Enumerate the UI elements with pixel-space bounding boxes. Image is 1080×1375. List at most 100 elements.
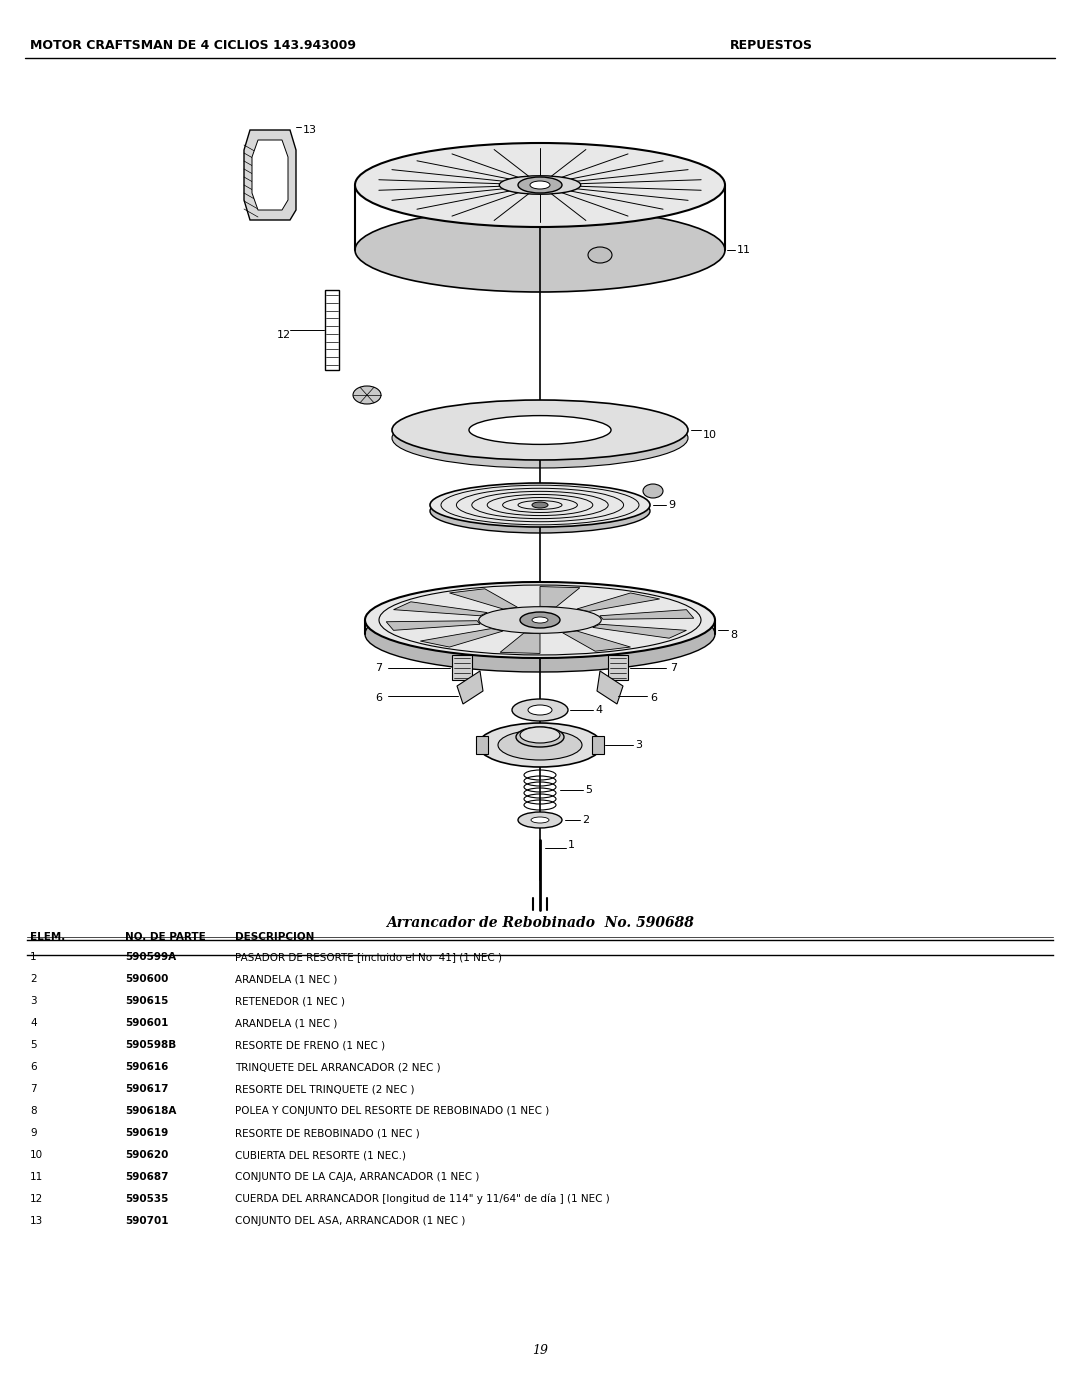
Ellipse shape <box>430 490 650 534</box>
Ellipse shape <box>365 595 715 672</box>
Ellipse shape <box>430 483 650 527</box>
Text: 7: 7 <box>670 663 677 672</box>
Text: 3: 3 <box>30 996 37 1006</box>
Polygon shape <box>420 628 503 648</box>
Text: 590701: 590701 <box>125 1216 168 1226</box>
Text: POLEA Y CONJUNTO DEL RESORTE DE REBOBINADO (1 NEC ): POLEA Y CONJUNTO DEL RESORTE DE REBOBINA… <box>235 1106 550 1116</box>
Text: PASADOR DE RESORTE [incluido el No  41] (1 NEC ): PASADOR DE RESORTE [incluido el No 41] (… <box>235 951 502 962</box>
Text: 590616: 590616 <box>125 1062 168 1072</box>
Text: 8: 8 <box>730 630 738 639</box>
Ellipse shape <box>518 813 562 828</box>
Ellipse shape <box>355 208 725 292</box>
Ellipse shape <box>532 502 548 507</box>
Polygon shape <box>457 671 483 704</box>
Ellipse shape <box>499 176 581 194</box>
Text: 11: 11 <box>737 245 751 254</box>
Text: 4: 4 <box>595 705 603 715</box>
Bar <box>592 736 604 754</box>
Ellipse shape <box>392 400 688 461</box>
Ellipse shape <box>365 582 715 659</box>
Text: TRINQUETE DEL ARRANCADOR (2 NEC ): TRINQUETE DEL ARRANCADOR (2 NEC ) <box>235 1062 441 1072</box>
Ellipse shape <box>516 727 564 747</box>
Polygon shape <box>563 631 631 652</box>
Text: ARANDELA (1 NEC ): ARANDELA (1 NEC ) <box>235 974 337 984</box>
Ellipse shape <box>531 817 549 824</box>
Text: 5: 5 <box>585 785 592 795</box>
Polygon shape <box>540 587 580 606</box>
Text: 6: 6 <box>650 693 657 703</box>
Text: 590601: 590601 <box>125 1018 168 1028</box>
Text: RESORTE DE REBOBINADO (1 NEC ): RESORTE DE REBOBINADO (1 NEC ) <box>235 1128 420 1138</box>
Ellipse shape <box>498 730 582 760</box>
Text: 11: 11 <box>30 1172 43 1182</box>
Text: 12: 12 <box>276 330 292 340</box>
Text: 3: 3 <box>635 740 642 749</box>
Text: RESORTE DE FRENO (1 NEC ): RESORTE DE FRENO (1 NEC ) <box>235 1040 386 1050</box>
Bar <box>476 736 488 754</box>
Text: ARANDELA (1 NEC ): ARANDELA (1 NEC ) <box>235 1018 337 1028</box>
Text: 7: 7 <box>375 663 382 672</box>
Ellipse shape <box>512 698 568 720</box>
Ellipse shape <box>519 727 561 742</box>
Text: 590599A: 590599A <box>125 951 176 962</box>
Text: Arrancador de Rebobinado  No. 590688: Arrancador de Rebobinado No. 590688 <box>386 916 694 930</box>
Polygon shape <box>500 634 540 653</box>
Ellipse shape <box>530 182 550 188</box>
Text: NO. DE PARTE: NO. DE PARTE <box>125 932 206 942</box>
Text: MOTOR CRAFTSMAN DE 4 CICLIOS 143.943009: MOTOR CRAFTSMAN DE 4 CICLIOS 143.943009 <box>30 38 356 51</box>
Ellipse shape <box>528 705 552 715</box>
Ellipse shape <box>532 617 548 623</box>
Text: RETENEDOR (1 NEC ): RETENEDOR (1 NEC ) <box>235 996 345 1006</box>
Text: 7: 7 <box>30 1084 37 1094</box>
Text: 590600: 590600 <box>125 974 168 984</box>
Text: 6: 6 <box>375 693 382 703</box>
Text: CUERDA DEL ARRANCADOR [longitud de 114" y 11/64" de día ] (1 NEC ): CUERDA DEL ARRANCADOR [longitud de 114" … <box>235 1194 610 1204</box>
Text: 9: 9 <box>30 1128 37 1138</box>
Ellipse shape <box>643 484 663 498</box>
Polygon shape <box>387 620 481 630</box>
Bar <box>325 290 339 370</box>
Bar <box>608 654 627 681</box>
Text: CONJUNTO DEL ASA, ARRANCADOR (1 NEC ): CONJUNTO DEL ASA, ARRANCADOR (1 NEC ) <box>235 1216 465 1226</box>
Text: 10: 10 <box>703 430 717 440</box>
Text: 6: 6 <box>30 1062 37 1072</box>
Text: 4: 4 <box>30 1018 37 1028</box>
Text: 590617: 590617 <box>125 1084 168 1094</box>
Text: 1: 1 <box>568 840 575 850</box>
Text: 8: 8 <box>30 1106 37 1116</box>
Text: 2: 2 <box>582 815 589 825</box>
Ellipse shape <box>588 248 612 263</box>
Text: REPUESTOS: REPUESTOS <box>730 38 813 51</box>
Text: 13: 13 <box>30 1216 43 1226</box>
Text: 5: 5 <box>30 1040 37 1050</box>
Text: 590535: 590535 <box>125 1194 168 1204</box>
Polygon shape <box>252 140 288 210</box>
Text: 590618A: 590618A <box>125 1106 176 1116</box>
Text: 2: 2 <box>30 974 37 984</box>
Polygon shape <box>577 593 660 612</box>
Bar <box>453 654 472 681</box>
Text: 590615: 590615 <box>125 996 168 1006</box>
Ellipse shape <box>478 723 602 767</box>
Text: 9: 9 <box>669 500 675 510</box>
Polygon shape <box>593 624 687 638</box>
Text: CONJUNTO DE LA CAJA, ARRANCADOR (1 NEC ): CONJUNTO DE LA CAJA, ARRANCADOR (1 NEC ) <box>235 1172 480 1182</box>
Text: 590620: 590620 <box>125 1150 168 1160</box>
Text: 1: 1 <box>30 951 37 962</box>
Text: 13: 13 <box>303 125 318 135</box>
Ellipse shape <box>355 143 725 227</box>
Polygon shape <box>449 588 517 609</box>
Ellipse shape <box>469 415 611 444</box>
Text: 10: 10 <box>30 1150 43 1160</box>
Ellipse shape <box>518 177 562 192</box>
Text: ELEM.: ELEM. <box>30 932 65 942</box>
Text: RESORTE DEL TRINQUETE (2 NEC ): RESORTE DEL TRINQUETE (2 NEC ) <box>235 1084 415 1094</box>
Text: 19: 19 <box>532 1343 548 1357</box>
Text: 12: 12 <box>30 1194 43 1204</box>
Ellipse shape <box>353 386 381 404</box>
Text: CUBIERTA DEL RESORTE (1 NEC.): CUBIERTA DEL RESORTE (1 NEC.) <box>235 1150 406 1160</box>
Text: 590619: 590619 <box>125 1128 168 1138</box>
Text: 590687: 590687 <box>125 1172 168 1182</box>
Polygon shape <box>599 609 693 619</box>
Polygon shape <box>597 671 623 704</box>
